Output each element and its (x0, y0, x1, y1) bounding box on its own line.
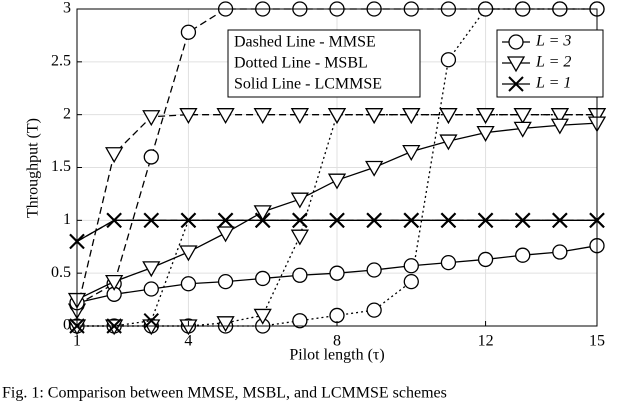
marker (477, 212, 494, 229)
marker (143, 313, 159, 329)
marker (327, 108, 347, 124)
marker (253, 205, 272, 222)
marker (179, 108, 198, 124)
marker (440, 254, 457, 271)
marker (515, 212, 531, 229)
marker (366, 212, 382, 229)
legend-label: L = 1 (535, 75, 571, 92)
marker (440, 212, 457, 229)
marker (290, 192, 309, 209)
marker (143, 212, 159, 229)
annotation: Dotted Line - MSBL (234, 55, 368, 72)
y-tick-label: 0 (63, 317, 71, 334)
marker (550, 108, 569, 124)
marker (439, 134, 458, 151)
marker (179, 319, 198, 336)
marker (292, 313, 308, 329)
marker (513, 121, 532, 138)
marker (366, 302, 382, 318)
marker (290, 229, 309, 246)
marker (180, 212, 197, 229)
marker (440, 52, 457, 68)
annotation-box (227, 29, 421, 98)
marker (217, 273, 234, 290)
x-tick-label: 12 (478, 333, 494, 350)
marker (253, 308, 272, 325)
marker (105, 274, 124, 291)
y-tick-label: 3 (63, 0, 71, 17)
marker (327, 173, 347, 190)
marker (216, 316, 235, 333)
marker (105, 147, 124, 164)
marker (216, 108, 235, 124)
marker (476, 125, 495, 142)
marker (403, 258, 419, 274)
marker (255, 270, 271, 287)
marker (365, 160, 384, 177)
marker (329, 307, 345, 324)
marker (515, 247, 531, 263)
marker (402, 108, 421, 124)
marker (477, 251, 494, 268)
marker (217, 212, 234, 229)
legend-marker (508, 76, 524, 92)
marker (255, 212, 271, 229)
y-tick-label: 0.5 (51, 264, 71, 281)
x-tick-label: 4 (184, 333, 192, 350)
legend-label: L = 2 (535, 54, 571, 71)
marker (106, 212, 122, 229)
marker (552, 244, 568, 260)
x-axis-label: Pilot length (τ) (289, 347, 384, 364)
marker (253, 108, 272, 124)
marker (513, 108, 532, 124)
marker (143, 281, 159, 297)
marker (142, 110, 161, 127)
marker (550, 118, 569, 135)
y-tick-label: 1 (63, 211, 71, 228)
marker (329, 265, 345, 281)
x-tick-label: 1 (73, 333, 81, 350)
annotation: Solid Line - LCMMSE (234, 76, 382, 93)
marker (179, 245, 198, 262)
y-tick-label: 1.5 (51, 158, 71, 175)
marker (290, 108, 309, 124)
x-tick-label: 15 (589, 333, 605, 350)
y-tick-label: 2.5 (51, 53, 71, 70)
marker (476, 108, 495, 124)
marker (292, 212, 308, 229)
caption: Fig. 1: Comparison between MMSE, MSBL, a… (2, 385, 447, 402)
marker (143, 149, 159, 165)
marker (439, 108, 458, 124)
legend-marker (506, 56, 526, 73)
marker (142, 261, 161, 278)
marker (292, 267, 308, 283)
legend-label: L = 3 (535, 33, 571, 50)
marker (180, 24, 197, 40)
annotation: Dashed Line - MMSE (234, 34, 376, 51)
y-axis-label: Throughput (T) (25, 118, 42, 218)
marker (365, 108, 384, 124)
marker (366, 262, 382, 278)
y-tick-label: 2 (63, 105, 71, 122)
marker (552, 212, 568, 229)
marker (180, 276, 197, 292)
marker (216, 226, 235, 243)
x-tick-label: 8 (333, 333, 341, 350)
marker (329, 212, 345, 229)
marker (403, 273, 419, 290)
marker (402, 145, 421, 161)
legend-marker (508, 34, 524, 50)
marker (403, 212, 419, 229)
